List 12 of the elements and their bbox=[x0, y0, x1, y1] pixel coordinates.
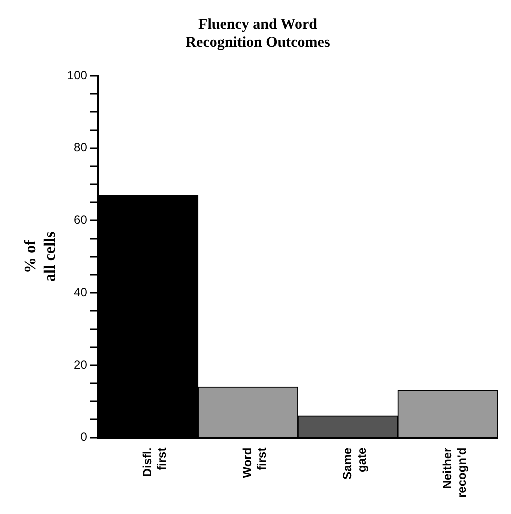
x-tick-label: Disfl. first bbox=[140, 448, 170, 478]
y-tick-label: 100 bbox=[67, 68, 88, 82]
x-tick-label: Same gate bbox=[340, 447, 369, 480]
y-tick-label: 40 bbox=[74, 285, 88, 300]
x-tick-label: Neither recogn'd bbox=[440, 447, 469, 498]
y-tick-label: 80 bbox=[74, 140, 88, 155]
y-tick-label: 0 bbox=[80, 430, 88, 444]
y-axis-title: % of all cells bbox=[22, 232, 59, 282]
y-tick-label: 60 bbox=[74, 213, 88, 228]
chart-title: Fluency and Word Recognition Outcomes bbox=[186, 16, 330, 51]
x-tick-label: Word first bbox=[240, 448, 269, 478]
y-tick-label: 20 bbox=[74, 358, 88, 372]
